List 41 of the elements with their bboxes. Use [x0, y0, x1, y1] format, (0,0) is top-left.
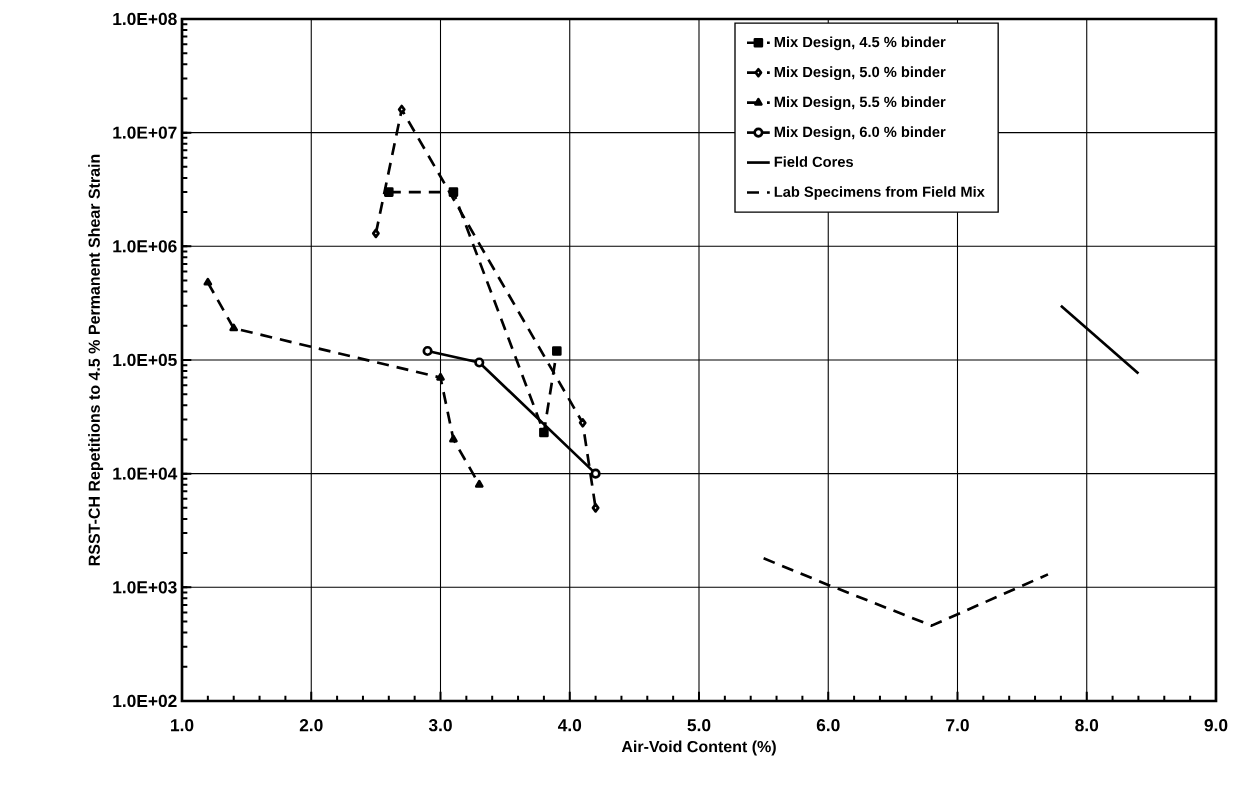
x-tick-label: 8.0 — [1075, 719, 1099, 732]
x-tick-label: 1.0 — [171, 719, 194, 732]
x-tick-label: 4.0 — [557, 719, 582, 732]
y-axis-title: RSST-CH Repetitions to 4.5 % Permanent Shear Strain — [88, 154, 104, 566]
legend-label: Mix Design, 6.0 % binder — [774, 126, 946, 141]
y-tick-label: 1.0E+06 — [113, 240, 177, 253]
x-tick-label: 5.0 — [687, 719, 711, 732]
x-tick-label: 3.0 — [428, 719, 452, 732]
legend-label: Mix Design, 5.0 % binder — [774, 66, 946, 81]
line-series — [762, 556, 1050, 627]
legend-label: Mix Design, 5.5 % binder — [774, 96, 946, 111]
point — [229, 323, 239, 332]
x-tick-label: 7.0 — [946, 719, 969, 732]
point — [474, 357, 485, 368]
x-tick-label: 9.0 — [1204, 719, 1228, 732]
x-tick-label: 6.0 — [816, 719, 840, 732]
point — [422, 345, 433, 357]
point — [590, 468, 601, 479]
y-tick-label: 1.0E+03 — [113, 581, 177, 594]
legend-label: Field Cores — [774, 156, 854, 168]
point — [539, 427, 549, 438]
y-tick-label: 1.0E+05 — [113, 353, 177, 367]
point — [591, 503, 600, 513]
point — [474, 479, 484, 488]
point — [552, 346, 562, 356]
point — [578, 418, 587, 428]
point — [449, 434, 458, 443]
point — [203, 277, 213, 286]
point — [383, 187, 394, 197]
x-axis-title: Air-Void Content (%) — [621, 740, 776, 756]
legend-label: Mix Design, 4.5 % binder — [774, 36, 946, 51]
point — [371, 228, 380, 239]
point — [448, 187, 459, 197]
legend-label: Lab Specimens from Field Mix — [774, 186, 985, 200]
y-tick-label: 1.0E+02 — [113, 694, 177, 708]
y-tick-label: 1.0E+07 — [113, 126, 177, 139]
y-tick-label: 1.0E+04 — [113, 467, 178, 480]
point — [397, 104, 406, 115]
x-tick-label: 2.0 — [299, 719, 323, 732]
point — [436, 372, 445, 381]
y-tick-label: 1.0E+08 — [113, 12, 177, 26]
